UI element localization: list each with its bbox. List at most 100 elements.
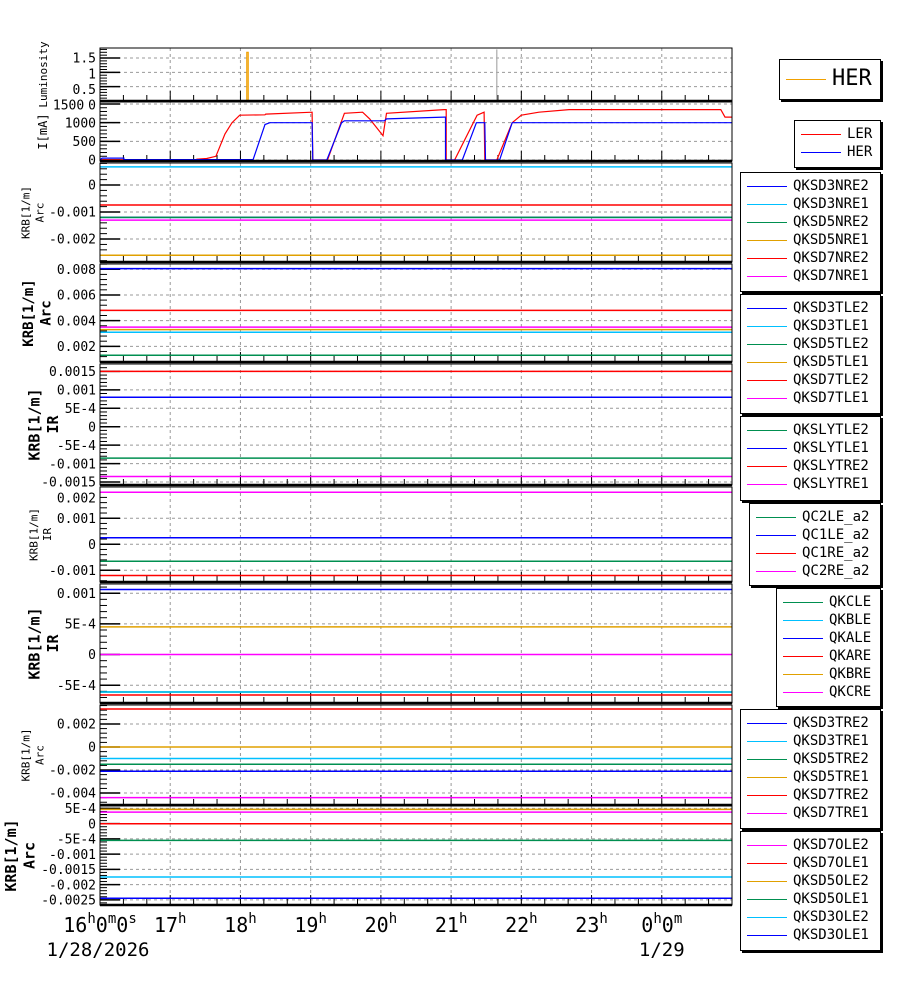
legend-swatch <box>756 570 796 572</box>
x-tick-label: 22h <box>505 911 538 937</box>
y-tick-label: 0 <box>88 179 96 194</box>
legend-entry: QKSLYTLE1 <box>747 439 869 457</box>
legend-swatch <box>747 203 787 205</box>
legend-entry: QKSD5NRE1 <box>747 231 869 249</box>
legend-panel-4: QKSD3TLE2 QKSD3TLE1 QKSD5TLE2 QKSD5TLE1 QKSD… <box>740 294 881 414</box>
y-axis-label: Arc <box>21 842 39 869</box>
y-axis-label: KRB[1/m] <box>20 729 33 782</box>
y-axis-label: IR <box>44 415 62 434</box>
legend-entry: LER <box>801 125 872 143</box>
legend-swatch <box>747 325 787 327</box>
legend-panel-2: LER HER <box>794 120 881 168</box>
legend-panel-5: QKSLYTLE2 QKSLYTLE1 QKSLYTRE2 QKSLYTRE1 <box>740 416 881 501</box>
y-tick-label: 0 <box>88 420 96 435</box>
y-tick-label: 0 <box>88 538 96 553</box>
y-tick-label: 0 <box>88 817 96 832</box>
y-tick-label: -0.001 <box>49 206 96 221</box>
y-axis-label: IR <box>41 528 54 542</box>
series-line-her <box>99 116 732 161</box>
legend-entry: QKSD7TLE1 <box>747 389 869 407</box>
y-tick-label: 0.002 <box>57 491 96 506</box>
legend-swatch <box>747 185 787 187</box>
legend-entry: QKSD5OLE2 <box>747 872 869 890</box>
legend-entry: QKSD3NRE2 <box>747 177 869 195</box>
legend-entry: QKSD3NRE1 <box>747 195 869 213</box>
y-tick-label: -0.0015 <box>41 476 96 491</box>
legend-swatch <box>747 722 787 724</box>
y-tick-label: -5E-4 <box>57 679 96 694</box>
panel-1: 00.511.5 Luminosity <box>37 41 733 114</box>
legend-label: QKSD3NRE2 <box>793 178 869 194</box>
legend-label: QKALE <box>829 630 872 646</box>
legend-entry: QKSD7OLE1 <box>747 854 869 872</box>
legend-label: QKSD7TLE2 <box>793 372 869 388</box>
legend-swatch <box>747 307 787 309</box>
y-tick-label: -0.001 <box>49 848 96 863</box>
x-tick-label: 23h <box>575 911 608 937</box>
x-tick-label: 16h0m0s <box>63 911 137 937</box>
panel-frame <box>99 47 733 102</box>
legend-label: QKSD5OLE2 <box>793 873 869 889</box>
legend-entry: QKSD7TRE1 <box>747 804 869 822</box>
y-tick-label: 0.001 <box>57 384 96 399</box>
legend-label: QKSLYTRE2 <box>793 458 869 474</box>
legend-entry: QKSD5TLE2 <box>747 335 869 353</box>
x-tick-label: 0h0m <box>641 911 682 937</box>
legend-swatch <box>747 429 787 431</box>
legend-entry: QKBLE <box>783 611 871 629</box>
y-tick-label: -0.0025 <box>41 894 96 909</box>
legend-entry: HER <box>801 143 872 161</box>
legend-swatch <box>747 221 787 223</box>
y-tick-label: 1 <box>88 67 96 82</box>
legend-swatch <box>747 898 787 900</box>
y-tick-label: 0 <box>88 648 96 663</box>
legend-label: QKSD7OLE1 <box>793 855 869 871</box>
legend-swatch <box>783 601 823 603</box>
x-tick-label: 18h <box>224 911 257 937</box>
y-tick-label: -0.002 <box>49 764 96 779</box>
legend-panel-8: QKSD3TRE2 QKSD3TRE1 QKSD5TRE2 QKSD5TRE1 QKSD… <box>740 709 881 829</box>
legend-label: LER <box>847 126 873 142</box>
y-tick-label: -0.004 <box>49 787 96 802</box>
panel-frame <box>99 805 733 906</box>
y-tick-label: 0.0015 <box>49 365 96 380</box>
y-axis-label: Arc <box>33 745 46 765</box>
y-tick-label: 0.001 <box>57 512 96 527</box>
y-tick-label: 1.5 <box>73 52 96 67</box>
panel-frame <box>99 486 733 583</box>
legend-label: HER <box>832 66 872 91</box>
legend-label: QKBLE <box>829 612 872 628</box>
legend-label: QC2RE_a2 <box>802 563 870 579</box>
legend-label: QKSD5TRE2 <box>793 751 869 767</box>
legend-entry: QKSD7NRE1 <box>747 267 869 285</box>
legend-panel-3: QKSD3NRE2 QKSD3NRE1 QKSD5NRE2 QKSD5NRE1 QKSD… <box>740 172 881 292</box>
legend-label: QKSD5NRE1 <box>793 232 869 248</box>
legend-label: QKSLYTRE1 <box>793 476 869 492</box>
legend-swatch <box>756 534 796 536</box>
legend-label: QC1LE_a2 <box>802 527 870 543</box>
legend-swatch <box>747 483 787 485</box>
y-axis-label: I[mA] <box>36 113 50 149</box>
legend-entry: QKSLYTRE1 <box>747 475 869 493</box>
legend-swatch <box>783 691 823 693</box>
legend-swatch <box>801 133 841 135</box>
y-tick-label: 500 <box>73 135 96 150</box>
y-tick-label: 0.004 <box>57 314 96 329</box>
panel-6: 0.002 0.001 0 -0.001 KRB[1/m] IR <box>27 486 733 584</box>
series-line-ler <box>99 108 732 161</box>
legend-entry: QKCRE <box>783 683 871 701</box>
y-tick-label: 5E-4 <box>65 618 96 633</box>
y-axis-label: KRB[1/m] <box>26 388 44 460</box>
y-tick-label: 5E-4 <box>65 402 96 417</box>
legend-swatch <box>747 740 787 742</box>
y-tick-label: -5E-4 <box>57 439 96 454</box>
y-axis-label: IR <box>44 634 62 653</box>
y-tick-label: 0 <box>88 741 96 756</box>
legend-label: QKSD5NRE2 <box>793 214 869 230</box>
y-axis-label: Arc <box>33 203 46 223</box>
y-axis-label: KRB[1/m] <box>21 279 37 346</box>
legend-label: QKBRE <box>829 666 872 682</box>
legend-panel-7: QKCLE QKBLE QKALE QKARE QKBRE QKCRE <box>776 588 881 707</box>
legend-entry: QKSD3OLE2 <box>747 908 869 926</box>
legend-entry: QKSD5TRE1 <box>747 768 869 786</box>
